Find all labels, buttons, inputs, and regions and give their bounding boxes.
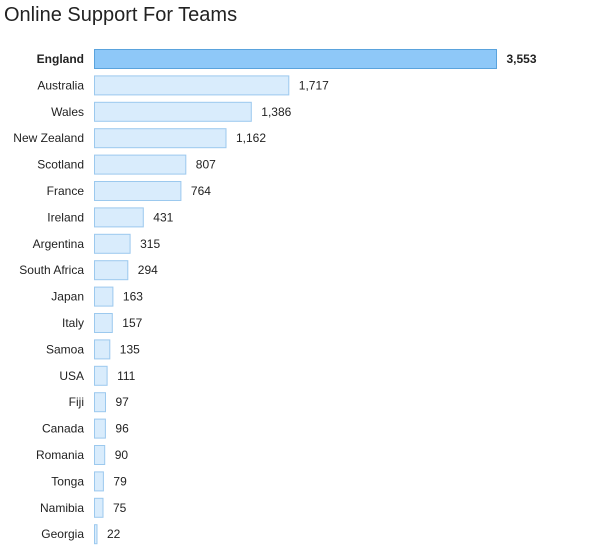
category-label-samoa: Samoa	[46, 342, 84, 356]
value-label-canada: 96	[115, 422, 129, 436]
bar-australia	[94, 75, 290, 96]
category-label-japan: Japan	[51, 290, 84, 304]
bar-new-zealand	[94, 128, 227, 149]
value-label-scotland: 807	[196, 158, 216, 172]
bar-romania	[94, 445, 106, 465]
bar-argentina	[94, 233, 131, 254]
category-label-georgia: Georgia	[41, 527, 84, 541]
value-label-namibia: 75	[113, 501, 127, 515]
value-label-south-africa: 294	[138, 263, 158, 277]
value-label-france: 764	[191, 184, 211, 198]
bar-ireland	[94, 207, 144, 228]
bar-france	[94, 181, 182, 201]
category-label-wales: Wales	[51, 105, 84, 119]
category-label-australia: Australia	[37, 78, 84, 92]
category-label-argentina: Argentina	[33, 237, 85, 251]
bar-georgia	[94, 524, 98, 545]
category-label-england: England	[37, 52, 84, 66]
chart-title: Online Support For Teams	[4, 4, 238, 26]
bar-japan	[94, 286, 114, 307]
category-label-tonga: Tonga	[51, 474, 84, 488]
category-label-usa: USA	[59, 369, 84, 383]
value-label-ireland: 431	[153, 210, 173, 224]
category-label-new-zealand: New Zealand	[13, 131, 84, 145]
value-label-romania: 90	[115, 448, 129, 462]
value-label-england: 3,553	[507, 52, 537, 66]
value-label-australia: 1,717	[299, 78, 329, 92]
bar-england	[94, 49, 497, 69]
bar-italy	[94, 313, 113, 333]
category-label-fiji: Fiji	[69, 395, 84, 409]
category-label-italy: Italy	[62, 316, 84, 330]
category-label-scotland: Scotland	[37, 158, 84, 172]
value-label-georgia: 22	[107, 527, 121, 541]
value-label-italy: 157	[122, 316, 142, 330]
category-label-france: France	[47, 184, 85, 198]
category-labels-group: England Australia Wales New Zealand Scotland…	[13, 52, 84, 541]
bar-namibia	[94, 497, 104, 518]
bars-group	[94, 49, 497, 545]
bar-canada	[94, 418, 106, 439]
bar-samoa	[94, 339, 111, 360]
value-labels-group: 3,553 1,717 1,386 1,162 807 764 431 315 294 163 15…	[107, 52, 537, 541]
value-label-argentina: 315	[140, 237, 160, 251]
value-label-samoa: 135	[120, 342, 140, 356]
bar-south-africa	[94, 260, 129, 281]
bar-usa	[94, 365, 108, 386]
bar-fiji	[94, 392, 106, 413]
category-label-south-africa: South Africa	[19, 263, 84, 277]
category-label-romania: Romania	[36, 448, 84, 462]
value-label-wales: 1,386	[261, 105, 291, 119]
bar-tonga	[94, 471, 104, 492]
value-label-japan: 163	[123, 290, 143, 304]
value-label-fiji: 97	[116, 395, 130, 409]
bar-scotland	[94, 154, 187, 175]
value-label-tonga: 79	[113, 474, 127, 488]
category-label-namibia: Namibia	[40, 501, 84, 515]
bar-wales	[94, 101, 252, 122]
category-label-ireland: Ireland	[47, 210, 84, 224]
category-label-canada: Canada	[42, 422, 84, 436]
value-label-usa: 111	[117, 369, 136, 383]
value-label-new-zealand: 1,162	[236, 131, 266, 145]
